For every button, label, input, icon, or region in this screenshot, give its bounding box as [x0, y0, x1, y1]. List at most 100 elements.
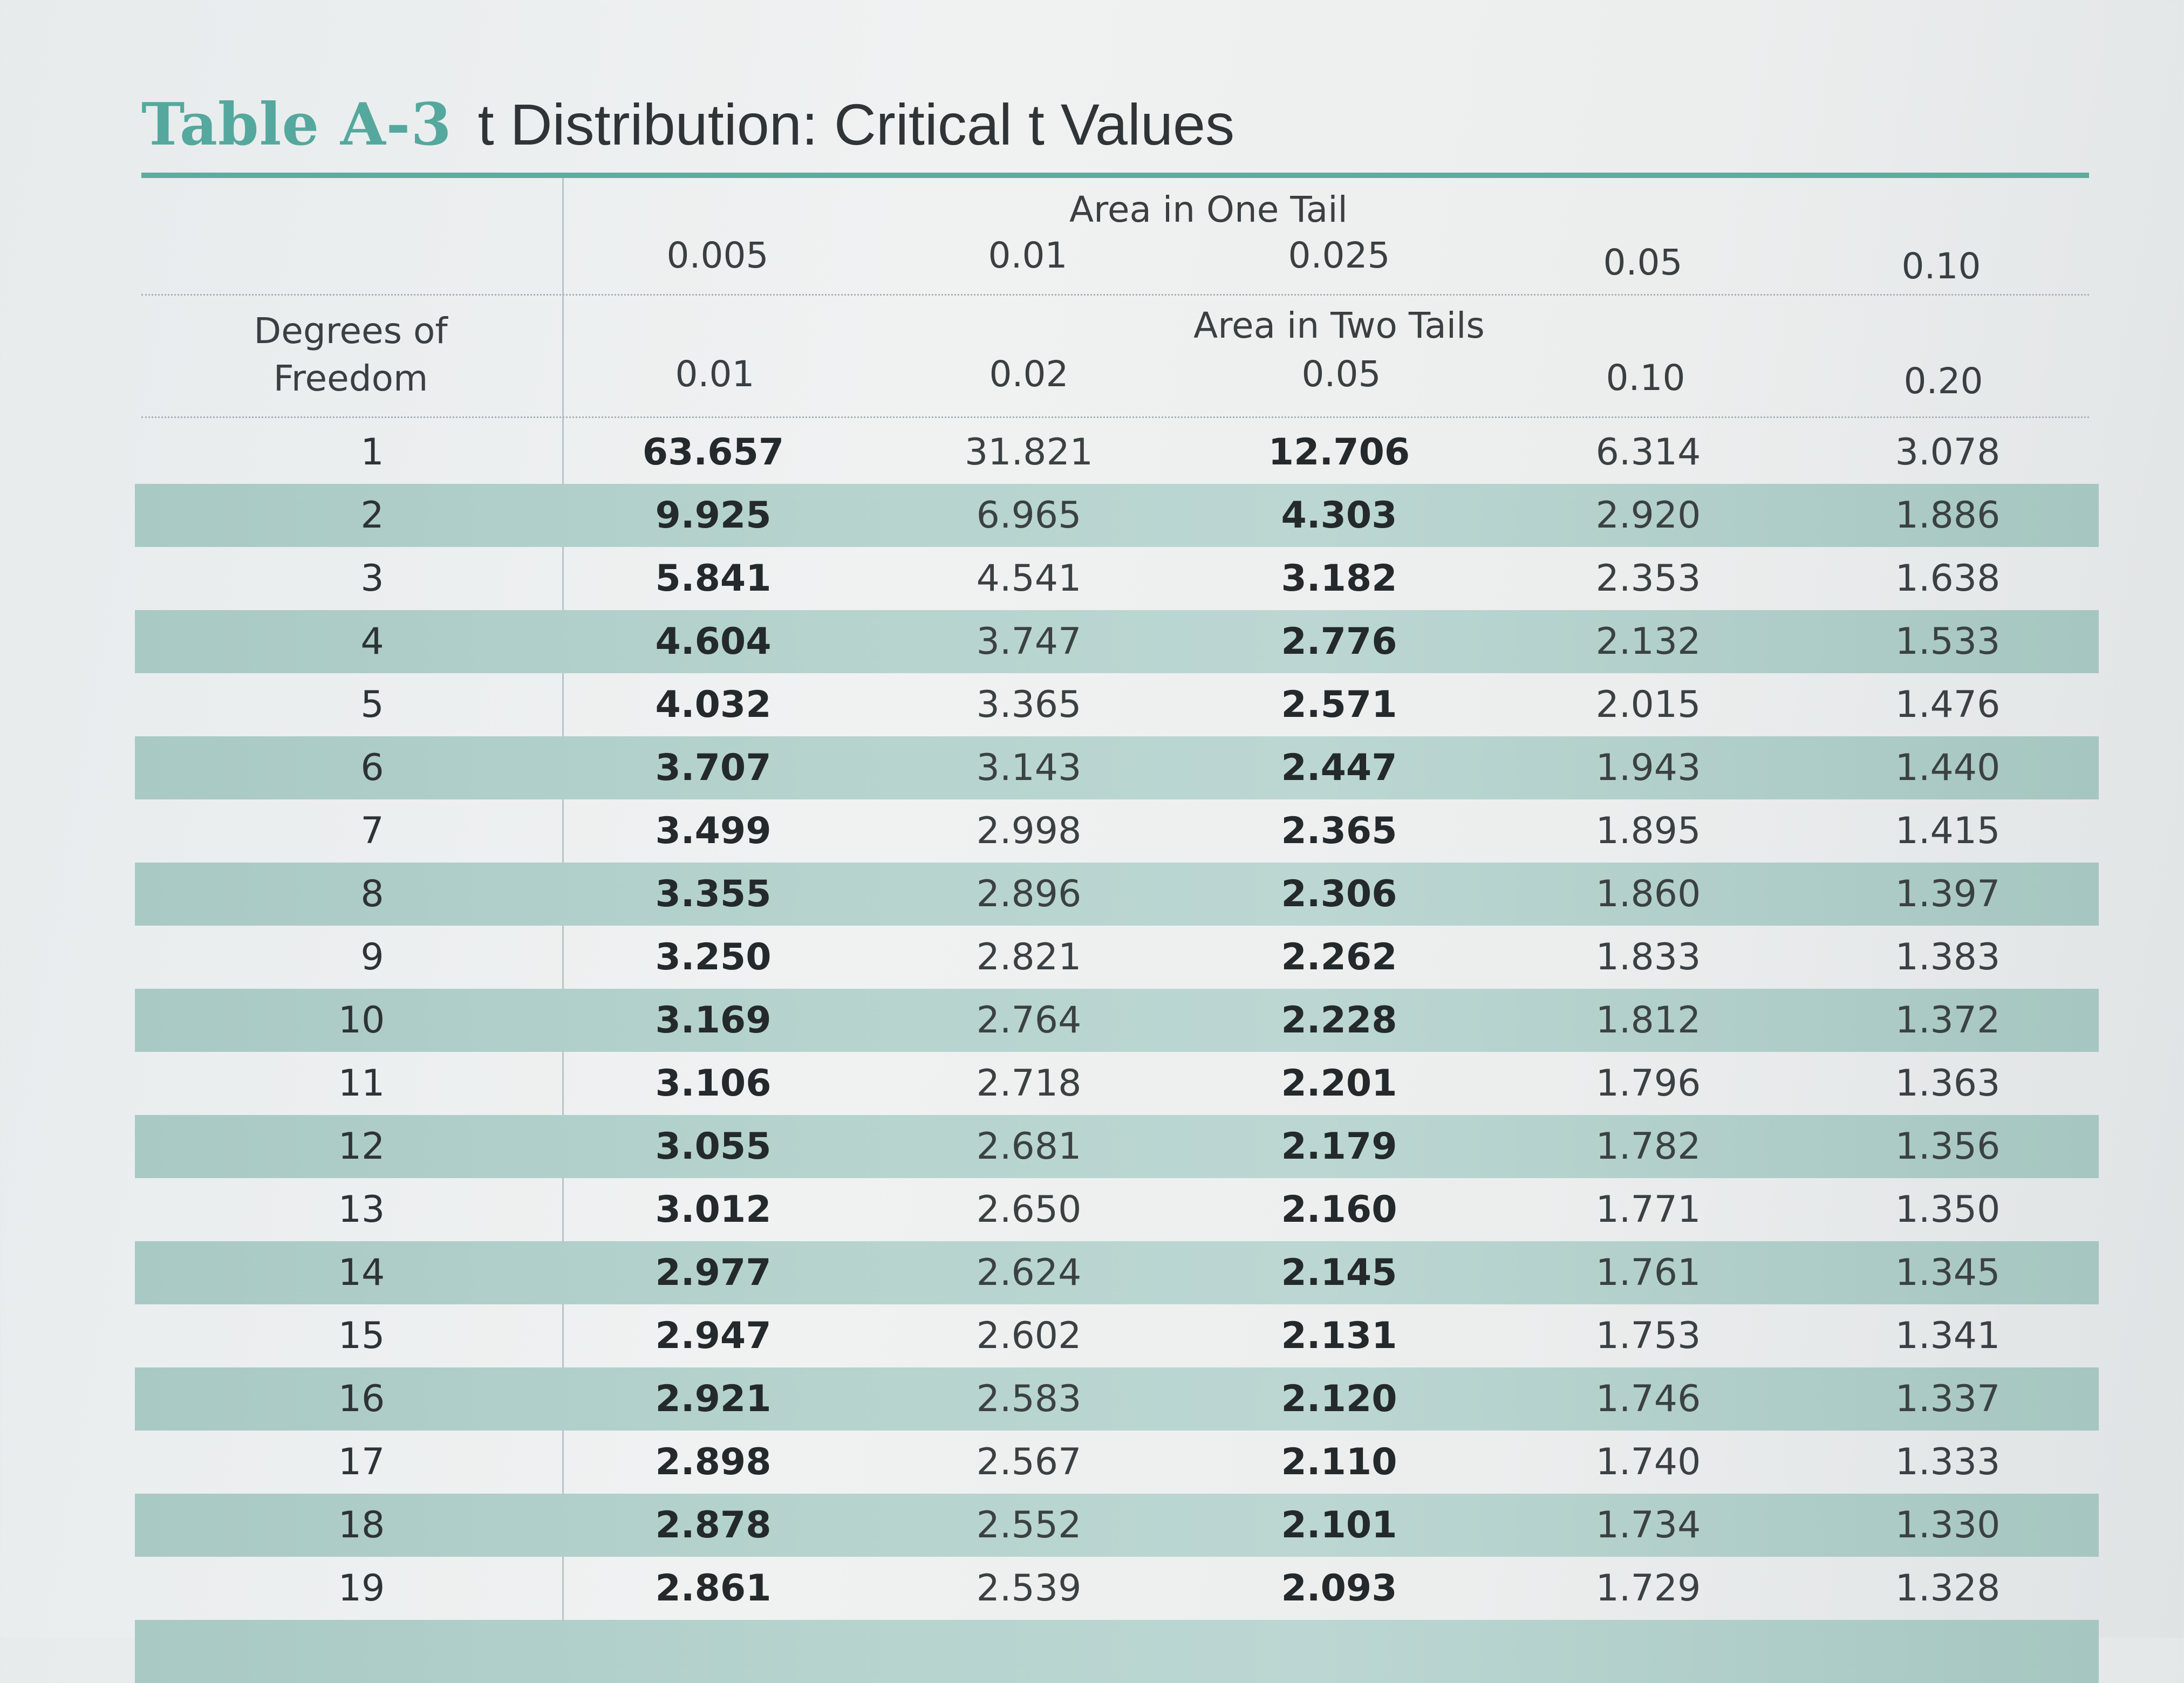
- two-tails-col-5: 0.20: [1903, 360, 1983, 402]
- dof-label-line2: Freedom: [273, 358, 428, 399]
- value-cell: 1.771: [1595, 1188, 1701, 1231]
- table-row: 18 2.878 2.552 2.101 1.734 1.330: [135, 1494, 2099, 1557]
- df-cell: 3: [360, 557, 384, 600]
- value-cell: 1.753: [1595, 1315, 1701, 1357]
- value-cell: 2.015: [1595, 683, 1701, 726]
- df-cell: 13: [338, 1188, 385, 1231]
- one-tail-col-4: 0.05: [1603, 242, 1683, 283]
- df-cell: 11: [338, 1062, 385, 1105]
- value-cell: 2.896: [976, 873, 1082, 915]
- value-cell: 1.860: [1595, 873, 1701, 915]
- value-cell: 2.821: [976, 936, 1082, 979]
- two-tails-col-1: 0.01: [675, 353, 755, 395]
- df-cell: 9: [360, 936, 384, 979]
- value-cell: 2.764: [976, 999, 1082, 1042]
- value-cell: 1.833: [1595, 936, 1701, 979]
- value-cell: 1.372: [1895, 999, 2001, 1042]
- value-cell: 2.602: [976, 1315, 1082, 1357]
- table-row: 12 3.055 2.681 2.179 1.782 1.356: [135, 1115, 2099, 1178]
- value-cell: 2.571: [1281, 683, 1397, 726]
- value-cell: 63.657: [642, 431, 784, 474]
- value-cell: 2.131: [1281, 1315, 1397, 1357]
- value-cell: 31.821: [965, 431, 1093, 474]
- value-cell: 2.552: [976, 1504, 1082, 1547]
- two-tails-col-2: 0.02: [989, 353, 1069, 395]
- value-cell: 2.947: [655, 1315, 772, 1357]
- table-row: 7 3.499 2.998 2.365 1.895 1.415: [135, 799, 2099, 863]
- value-cell: 3.250: [655, 936, 772, 979]
- value-cell: 1.397: [1895, 873, 2001, 915]
- df-cell: 1: [360, 431, 384, 474]
- value-cell: 2.861: [655, 1567, 772, 1610]
- table-page: Table A-3 t Distribution: Critical t Val…: [135, 91, 2099, 1683]
- value-cell: 3.499: [655, 810, 772, 852]
- value-cell: 4.541: [976, 557, 1082, 600]
- table-row: 6 3.707 3.143 2.447 1.943 1.440: [135, 736, 2099, 799]
- df-cell: 8: [360, 873, 384, 915]
- value-cell: 1.746: [1595, 1378, 1701, 1420]
- value-cell: 2.201: [1281, 1062, 1397, 1105]
- value-cell: 5.841: [655, 557, 772, 600]
- value-cell: 1.341: [1895, 1315, 2001, 1357]
- table-row: 10 3.169 2.764 2.228 1.812 1.372: [135, 989, 2099, 1052]
- table-number: Table A-3: [141, 91, 452, 159]
- value-cell: 1.333: [1895, 1441, 2001, 1483]
- value-cell: 1.761: [1595, 1251, 1701, 1294]
- value-cell: 1.812: [1595, 999, 1701, 1042]
- table-row: 5 4.032 3.365 2.571 2.015 1.476: [135, 673, 2099, 736]
- value-cell: 9.925: [655, 494, 772, 537]
- df-cell: 4: [360, 620, 384, 663]
- value-cell: 2.120: [1281, 1378, 1397, 1420]
- header-divider-1: [141, 294, 2089, 296]
- df-cell: 14: [338, 1251, 385, 1294]
- two-tails-col-3: 0.05: [1301, 353, 1381, 395]
- value-cell: 2.650: [976, 1188, 1082, 1231]
- value-cell: 4.604: [655, 620, 772, 663]
- value-cell: 2.101: [1281, 1504, 1397, 1547]
- df-cell: 17: [338, 1441, 385, 1483]
- value-cell: 3.747: [976, 620, 1082, 663]
- table-row-partial: [135, 1620, 2099, 1683]
- value-cell: 1.895: [1595, 810, 1701, 852]
- table-body: 1 63.657 31.821 12.706 6.314 3.078 2 9.9…: [135, 421, 2099, 1683]
- value-cell: 3.707: [655, 747, 772, 789]
- table-row: 17 2.898 2.567 2.110 1.740 1.333: [135, 1431, 2099, 1494]
- value-cell: 3.143: [976, 747, 1082, 789]
- value-cell: 2.132: [1595, 620, 1701, 663]
- value-cell: 12.706: [1268, 431, 1410, 474]
- table-row: 1 63.657 31.821 12.706 6.314 3.078: [135, 421, 2099, 484]
- value-cell: 1.440: [1895, 747, 2001, 789]
- degrees-of-freedom-label: Degrees of Freedom: [216, 307, 486, 402]
- value-cell: 3.365: [976, 683, 1082, 726]
- table-row: 15 2.947 2.602 2.131 1.753 1.341: [135, 1304, 2099, 1367]
- value-cell: 1.415: [1895, 810, 2001, 852]
- value-cell: 2.110: [1281, 1441, 1397, 1483]
- table-row: 3 5.841 4.541 3.182 2.353 1.638: [135, 547, 2099, 610]
- value-cell: 2.718: [976, 1062, 1082, 1105]
- value-cell: 2.262: [1281, 936, 1397, 979]
- table-row: 16 2.921 2.583 2.120 1.746 1.337: [135, 1367, 2099, 1431]
- df-cell: 10: [338, 999, 385, 1042]
- value-cell: 1.796: [1595, 1062, 1701, 1105]
- value-cell: 2.179: [1281, 1125, 1397, 1168]
- value-cell: 2.353: [1595, 557, 1701, 600]
- value-cell: 2.160: [1281, 1188, 1397, 1231]
- one-tail-col-3: 0.025: [1288, 235, 1390, 276]
- value-cell: 2.624: [976, 1251, 1082, 1294]
- value-cell: 3.055: [655, 1125, 772, 1168]
- value-cell: 2.878: [655, 1504, 772, 1547]
- value-cell: 2.920: [1595, 494, 1701, 537]
- one-tail-col-5: 0.10: [1901, 245, 1981, 287]
- table-row: 4 4.604 3.747 2.776 2.132 1.533: [135, 610, 2099, 673]
- table-row: 13 3.012 2.650 2.160 1.771 1.350: [135, 1178, 2099, 1241]
- value-cell: 1.363: [1895, 1062, 2001, 1105]
- df-cell: 19: [338, 1567, 385, 1610]
- table-title: Table A-3 t Distribution: Critical t Val…: [141, 91, 1234, 172]
- value-cell: 1.383: [1895, 936, 2001, 979]
- table-caption: t Distribution: Critical t Values: [477, 92, 1235, 157]
- table-row: 9 3.250 2.821 2.262 1.833 1.383: [135, 926, 2099, 989]
- value-cell: 2.447: [1281, 747, 1397, 789]
- value-cell: 2.583: [976, 1378, 1082, 1420]
- table-row: 8 3.355 2.896 2.306 1.860 1.397: [135, 863, 2099, 926]
- title-rule: [141, 173, 2089, 178]
